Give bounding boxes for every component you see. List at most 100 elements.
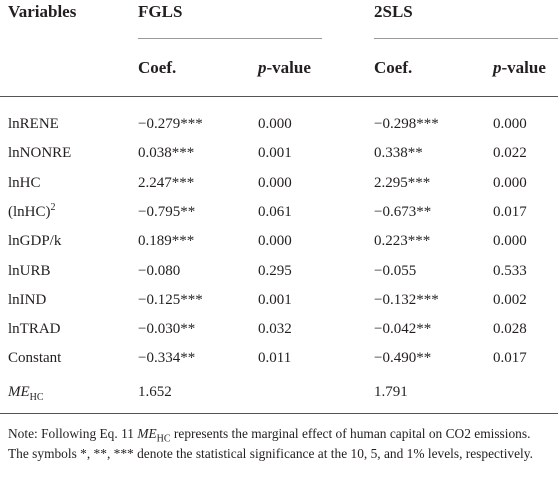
cell-text: −0.795** [138, 203, 196, 220]
table-cell: Coef. [138, 58, 176, 78]
table-cell: 0.000 [493, 114, 527, 134]
cell-text: FGLS [138, 2, 183, 21]
table-cell: 0.038*** [138, 143, 194, 163]
table-cell: −0.132*** [374, 290, 439, 310]
cell-text: 0.002 [493, 291, 527, 308]
cell-text: 0.000 [258, 116, 292, 132]
table-cell: p-value [258, 58, 311, 78]
cell-text: 0.000 [258, 174, 292, 191]
cell-text: 0.223*** [374, 233, 431, 250]
table-cell: −0.673** [374, 202, 431, 222]
cell-text: −0.298*** [374, 116, 439, 132]
table-cell: Constant [8, 348, 61, 368]
table-cell: 0.533 [493, 261, 527, 281]
table-cell: 0.061 [258, 202, 292, 222]
table-cell: 0.002 [493, 290, 527, 310]
cell-text: 0.000 [493, 174, 527, 191]
cell-text: −0.080 [138, 262, 181, 279]
cell-text: 1.791 [374, 384, 408, 400]
table-cell: −0.279*** [138, 114, 203, 134]
cell-text: Constant [8, 350, 62, 367]
cell-text: 1.652 [138, 384, 172, 400]
cell-text: lnTRAD [8, 321, 61, 338]
table-cell: lnURB [8, 261, 51, 281]
cell-text: 0.028 [493, 321, 527, 338]
cell-text: −0.055 [374, 262, 417, 279]
cell-text: lnGDP/k [8, 233, 62, 250]
cell-text: -value [266, 58, 311, 77]
cell-text: −0.125*** [138, 291, 203, 308]
table-cell: 0.000 [493, 231, 527, 251]
cell-text: −0.030** [138, 321, 196, 338]
table-cell: −0.795** [138, 202, 195, 222]
table-cell: Coef. [374, 58, 412, 78]
table-cell: lnRENE [8, 114, 59, 134]
table-cell: −0.030** [138, 319, 195, 339]
table-cell: 0.001 [258, 143, 292, 163]
table-cell: 0.028 [493, 319, 527, 339]
table-cell: lnHC [8, 173, 41, 193]
table-cell: lnTRAD [8, 319, 61, 339]
cell-text: −0.042** [374, 321, 432, 338]
cell-text: 0.338** [374, 145, 423, 162]
cell-text: 2.295*** [374, 174, 431, 191]
table-cell: lnGDP/k [8, 231, 61, 251]
cell-text: lnIND [8, 291, 47, 308]
cell-text: -value [501, 58, 546, 77]
table-cell: 0.338** [374, 143, 423, 163]
cell-italic: p [258, 58, 267, 77]
table-cell: p-value [493, 58, 546, 78]
cell-text: 0.189*** [138, 233, 195, 250]
cell-text: 0.011 [258, 350, 292, 367]
table-cell: −0.125*** [138, 290, 203, 310]
table-cell: 0.022 [493, 143, 527, 163]
cell-text: 0.001 [258, 145, 292, 162]
cell-text: lnURB [8, 262, 51, 279]
cell-text: 0.000 [493, 116, 527, 132]
cell-text: −0.490** [374, 350, 432, 367]
table-note: Note: Following Eq. 11 MEHC represents t… [8, 424, 553, 463]
cell-text: −0.334** [138, 350, 196, 367]
table-cell: 2SLS [374, 2, 413, 22]
table-cell: 0.000 [258, 114, 292, 134]
table-cell: −0.298*** [374, 114, 439, 134]
table-cell: lnNONRE [8, 143, 71, 163]
cell-text: Variables [8, 2, 77, 21]
cell-text: −0.132*** [374, 291, 439, 308]
table-cell: 0.000 [258, 231, 292, 251]
table-cell: −0.490** [374, 348, 431, 368]
cell-text: 0.017 [493, 203, 527, 220]
table-cell: −0.042** [374, 319, 431, 339]
cell-sub: HC [29, 392, 44, 403]
cell-sup: 2 [50, 201, 56, 213]
cell-text: −0.279*** [138, 116, 203, 132]
group-rule [138, 38, 322, 39]
note-text: Note: Following Eq. 11 [8, 426, 138, 441]
table-cell: 0.011 [258, 348, 291, 368]
cell-text: (lnHC) [8, 203, 51, 220]
cell-text: 0.001 [258, 291, 292, 308]
cell-text: 0.295 [258, 262, 292, 279]
note-text: represents the marginal effect of human … [8, 426, 533, 461]
cell-text: lnNONRE [8, 145, 72, 162]
table-cell: 0.017 [493, 348, 527, 368]
cell-text: 2.247*** [138, 174, 195, 191]
table-cell: 2.247*** [138, 173, 194, 193]
cell-text: Coef. [138, 58, 177, 77]
table-cell: −0.080 [138, 261, 180, 281]
note-sub: HC [156, 433, 171, 445]
table-cell: 1.652 [138, 382, 172, 402]
cell-text: 0.061 [258, 203, 292, 220]
table-cell: (lnHC)2 [8, 202, 56, 222]
cell-text: Coef. [374, 58, 413, 77]
table-cell: 0.001 [258, 290, 292, 310]
table-cell: 0.000 [493, 173, 527, 193]
table-cell: lnIND [8, 290, 46, 310]
cell-text: 0.533 [493, 262, 527, 279]
header-rule [0, 96, 558, 97]
table-cell: 0.295 [258, 261, 292, 281]
cell-text: 0.000 [258, 233, 292, 250]
group-rule [374, 38, 558, 39]
table-cell: 0.189*** [138, 231, 194, 251]
